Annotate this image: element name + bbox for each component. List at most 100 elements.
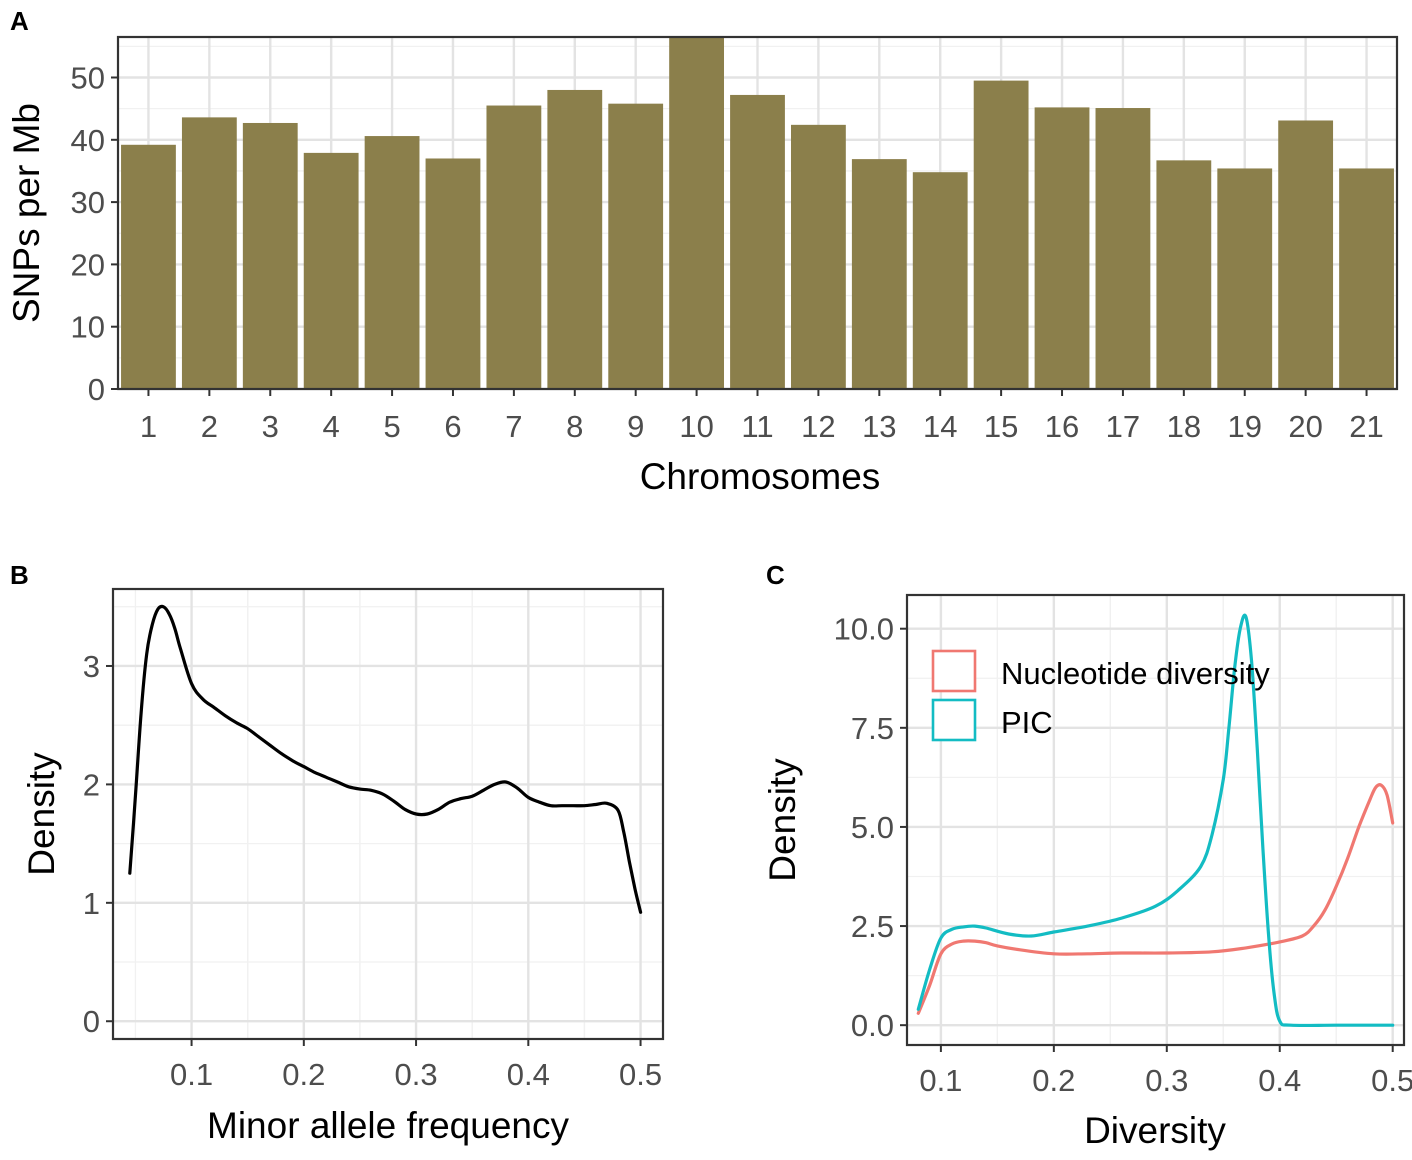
bar-chromosome-11	[730, 94, 785, 389]
series-line-nucleotide-diversity	[916, 783, 1395, 1015]
x-tick-label: 16	[1045, 409, 1079, 444]
legend-label-nucleotide-diversity: Nucleotide diversity	[1001, 656, 1270, 691]
panel-a-bars	[121, 37, 1394, 390]
panel-c-lines	[916, 613, 1395, 1028]
bar-chromosome-9	[608, 103, 664, 389]
legend-key-nucleotide-diversity	[931, 649, 977, 693]
x-tick-label: 4	[323, 409, 340, 444]
x-tick-label: 14	[923, 409, 957, 444]
x-tick-label: 9	[627, 409, 644, 444]
x-tick-label: 21	[1349, 409, 1383, 444]
panel-b-y-ticks: 0 1 2 3	[83, 649, 113, 1039]
legend-key-pic	[931, 698, 977, 742]
y-tick-label: 30	[71, 185, 105, 220]
panel-b-gridlines	[113, 589, 663, 1039]
x-tick-label: 3	[262, 409, 279, 444]
x-tick-label: 0.5	[1371, 1063, 1412, 1098]
panel-c-y-ticks: 0.0 2.5 5.0 7.5 10.0	[834, 612, 907, 1043]
panel-a-x-ticks: 1 2 3 4 5 6 7 8 9 10 11 12 13 14 15 16 17 18 19 20 21	[140, 389, 1384, 444]
y-tick-label: 50	[71, 60, 105, 95]
y-tick-label: 10	[71, 310, 105, 345]
panel-a-x-axis-title: Chromosomes	[640, 456, 881, 497]
y-tick-label: 3	[83, 649, 100, 684]
bar-chromosome-12	[790, 124, 846, 390]
bar-chromosome-1	[121, 144, 176, 389]
x-tick-label: 13	[862, 409, 896, 444]
y-tick-label: 2	[83, 767, 100, 802]
bar-chromosome-21	[1339, 168, 1394, 389]
y-tick-label: 40	[71, 123, 105, 158]
x-tick-label: 0.1	[919, 1063, 962, 1098]
x-tick-label: 11	[741, 409, 773, 444]
x-tick-label: 0.2	[282, 1057, 325, 1092]
bar-chromosome-16	[1034, 107, 1090, 390]
x-tick-label: 0.5	[619, 1057, 662, 1092]
bar-chromosome-18	[1156, 160, 1212, 389]
y-tick-label: 2.5	[851, 909, 894, 944]
bar-chromosome-6	[425, 158, 481, 389]
legend-label-pic: PIC	[1001, 705, 1053, 740]
bar-chromosome-7	[486, 105, 542, 389]
x-tick-label: 10	[679, 409, 713, 444]
x-tick-label: 1	[140, 409, 157, 444]
panel-b-x-axis-title: Minor allele frequency	[207, 1105, 569, 1146]
bar-chromosome-10	[669, 37, 725, 389]
x-tick-label: 12	[801, 409, 835, 444]
y-tick-label: 20	[71, 247, 105, 282]
x-tick-label: 0.4	[507, 1057, 550, 1092]
bar-chromosome-13	[851, 159, 907, 389]
x-tick-label: 0.1	[170, 1057, 213, 1092]
y-tick-label: 7.5	[851, 711, 894, 746]
panel-c-legend: Nucleotide diversity PIC	[931, 649, 1270, 742]
x-tick-label: 19	[1227, 409, 1261, 444]
bar-chromosome-5	[364, 136, 420, 389]
x-tick-label: 18	[1167, 409, 1201, 444]
y-tick-label: 5.0	[851, 810, 894, 845]
panel-c-y-axis-title: Density	[762, 758, 803, 882]
y-tick-label: 10.0	[834, 612, 894, 647]
panel-b-density-chart: B 0 1 2 3 0.1 0.2 0.3 0.4 0.5 Minor allele freq…	[10, 560, 665, 1146]
bar-chromosome-15	[973, 80, 1029, 389]
panel-b-label: B	[10, 560, 29, 590]
bar-chromosome-14	[912, 172, 968, 389]
panel-c-x-axis-title: Diversity	[1084, 1110, 1226, 1151]
x-tick-label: 0.4	[1258, 1063, 1301, 1098]
x-tick-label: 0.3	[1145, 1063, 1188, 1098]
bar-chromosome-4	[303, 152, 359, 389]
bar-chromosome-3	[242, 122, 298, 389]
bar-chromosome-17	[1095, 108, 1151, 389]
x-tick-label: 2	[201, 409, 218, 444]
panel-b-lines	[128, 604, 643, 914]
bar-chromosome-20	[1278, 120, 1334, 389]
bar-chromosome-2	[181, 117, 237, 390]
x-tick-label: 20	[1288, 409, 1322, 444]
x-tick-label: 7	[505, 409, 522, 444]
y-tick-label: 0.0	[851, 1008, 894, 1043]
x-tick-label: 15	[984, 409, 1018, 444]
series-line-maf-density	[128, 604, 643, 914]
panel-a-y-ticks: 0 10 20 30 40 50	[71, 60, 118, 407]
bar-chromosome-8	[547, 89, 603, 389]
panel-b-y-axis-title: Density	[21, 752, 62, 876]
series-line-pic	[916, 613, 1395, 1028]
panel-c-frame	[905, 593, 1406, 1047]
x-tick-label: 17	[1106, 409, 1140, 444]
x-tick-label: 0.2	[1032, 1063, 1075, 1098]
panel-c-x-ticks: 0.1 0.2 0.3 0.4 0.5	[919, 1045, 1412, 1098]
panel-c-label: C	[766, 560, 785, 590]
panel-c-gridlines	[907, 595, 1404, 1045]
x-tick-label: 0.3	[395, 1057, 438, 1092]
panel-a-y-axis-title: SNPs per Mb	[6, 103, 47, 323]
x-tick-label: 6	[444, 409, 461, 444]
bar-chromosome-19	[1217, 168, 1273, 389]
y-tick-label: 0	[88, 372, 105, 407]
panel-a-label: A	[10, 6, 29, 36]
panel-b-frame	[111, 587, 665, 1041]
y-tick-label: 1	[83, 886, 100, 921]
x-tick-label: 5	[383, 409, 400, 444]
panel-b-x-ticks: 0.1 0.2 0.3 0.4 0.5	[170, 1039, 662, 1092]
y-tick-label: 0	[83, 1004, 100, 1039]
x-tick-label: 8	[566, 409, 583, 444]
